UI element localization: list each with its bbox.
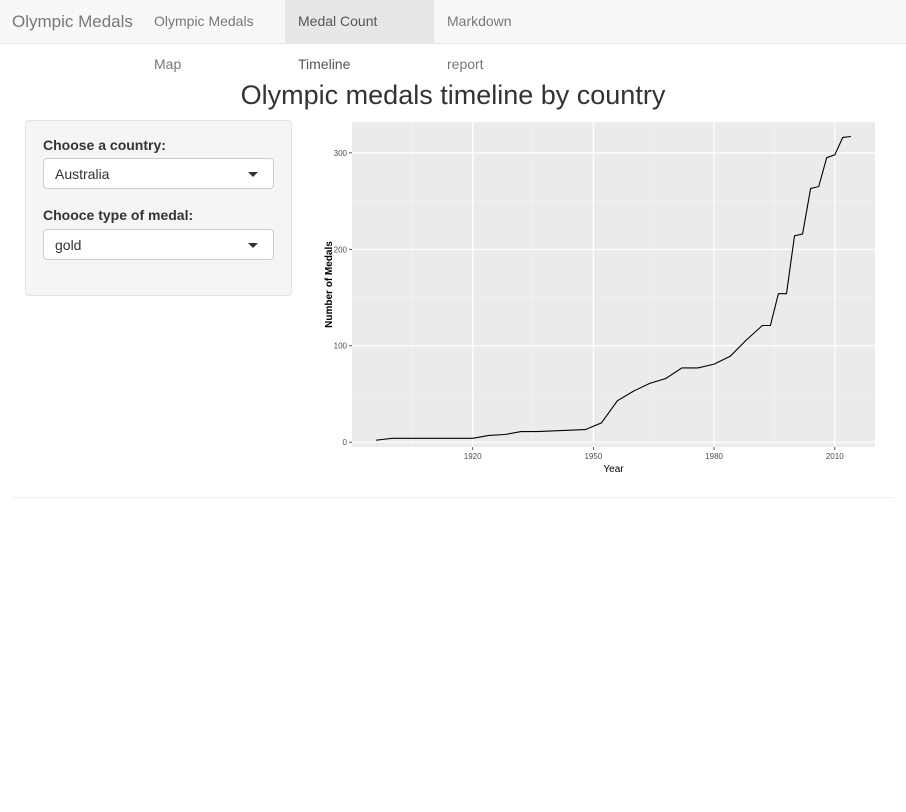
country-label: Choose a country:: [43, 137, 166, 153]
medal-type-select-value: gold: [55, 237, 82, 253]
tab-olympic-medals-map[interactable]: Olympic Medals Map: [154, 13, 254, 72]
y-tick-label: 200: [334, 245, 348, 254]
caret-down-icon: [248, 243, 258, 248]
y-tick-label: 0: [343, 438, 348, 447]
medal-timeline-chart: 1920 1950 1980 2010 0 100 200 300 Year Number o…: [324, 122, 875, 475]
tab-markdown-report[interactable]: Markdown report: [447, 13, 512, 72]
medal-type-select[interactable]: gold: [43, 229, 274, 260]
x-tick-label: 1950: [584, 452, 602, 461]
y-axis-title: Number of Medals: [324, 241, 335, 328]
y-tick-label: 100: [334, 342, 348, 351]
x-tick-label: 1980: [705, 452, 723, 461]
x-axis-title: Year: [603, 464, 624, 475]
country-select[interactable]: Australia: [43, 158, 274, 189]
plot-panel: [352, 122, 875, 447]
sidebar-panel: Choose a country: Australia Chooce type …: [25, 120, 292, 296]
grid-lines: [352, 122, 875, 447]
top-navbar: Olympic Medals Olympic Medals Map Medal …: [0, 0, 906, 72]
content-divider: [12, 497, 894, 498]
caret-down-icon: [248, 172, 258, 177]
x-tick-label: 2010: [826, 452, 844, 461]
page-title: Olympic medals timeline by country: [240, 80, 666, 110]
y-tick-label: 300: [334, 149, 348, 158]
tab-medal-count-timeline[interactable]: Medal Count Timeline: [285, 0, 434, 72]
axes: 1920 1950 1980 2010 0 100 200 300: [334, 149, 845, 461]
x-tick-label: 1920: [464, 452, 482, 461]
country-select-value: Australia: [55, 166, 110, 182]
navbar-brand[interactable]: Olympic Medals: [12, 12, 133, 31]
series-line: [376, 135, 851, 441]
medal-type-label: Chooce type of medal:: [43, 207, 194, 223]
